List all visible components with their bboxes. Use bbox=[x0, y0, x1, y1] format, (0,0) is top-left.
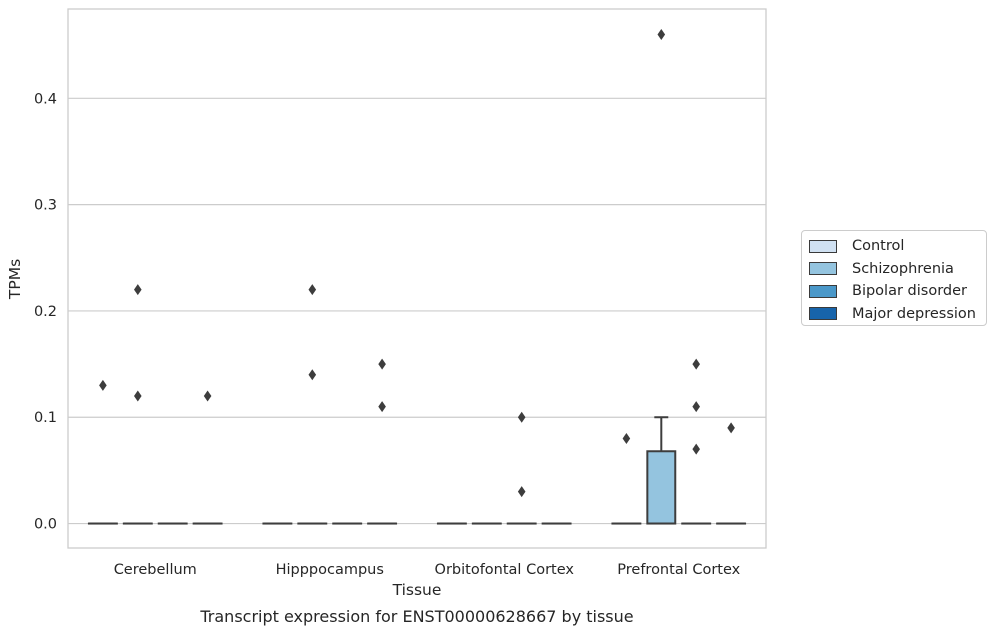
x-tick-label: Cerebellum bbox=[114, 562, 197, 578]
outlier-point bbox=[517, 411, 526, 423]
y-tick-label: 0.4 bbox=[34, 91, 57, 107]
plot-frame bbox=[67, 8, 767, 549]
y-tick-label: 0.2 bbox=[34, 304, 57, 320]
outlier-point bbox=[692, 443, 700, 455]
legend-swatch-control bbox=[809, 239, 837, 253]
outlier-point bbox=[692, 401, 700, 413]
outliers bbox=[99, 29, 735, 498]
outlier-point bbox=[517, 486, 526, 498]
boxes bbox=[87, 416, 747, 525]
x-tick-label: Prefrontal Cortex bbox=[617, 562, 740, 578]
outlier-point bbox=[692, 358, 700, 370]
outlier-point bbox=[378, 401, 386, 413]
outlier-point bbox=[203, 390, 212, 402]
legend-item-bipolar-disorder: Bipolar disorder bbox=[809, 280, 986, 303]
legend-swatch-bipolar-disorder bbox=[809, 284, 837, 298]
legend-item-major-depression: Major depression bbox=[809, 303, 986, 326]
y-tick-label: 0.0 bbox=[34, 517, 57, 533]
y-tick-label: 0.3 bbox=[34, 198, 57, 214]
legend: Control Schizophrenia Bipolar disorder M… bbox=[801, 230, 987, 326]
legend-swatch-schizophrenia bbox=[809, 262, 837, 276]
outlier-point bbox=[308, 284, 317, 296]
legend-item-schizophrenia: Schizophrenia bbox=[809, 258, 986, 281]
outlier-point bbox=[99, 379, 107, 391]
x-tick-label: Orbitofontal Cortex bbox=[435, 562, 575, 578]
outlier-point bbox=[134, 284, 142, 296]
legend-swatch-major-depression bbox=[809, 307, 837, 321]
y-axis-label: TPMs bbox=[6, 259, 24, 300]
box bbox=[646, 450, 677, 525]
outlier-point bbox=[378, 358, 386, 370]
x-axis-label: Tissue bbox=[392, 581, 442, 599]
legend-item-control: Control bbox=[809, 235, 986, 258]
x-tick-label: Hipppocampus bbox=[276, 562, 384, 578]
y-tick-label: 0.1 bbox=[34, 410, 57, 426]
legend-label-bipolar-disorder: Bipolar disorder bbox=[852, 283, 967, 300]
legend-label-control: Control bbox=[852, 238, 905, 255]
legend-label-major-depression: Major depression bbox=[852, 305, 976, 322]
outlier-point bbox=[657, 29, 666, 41]
outlier-point bbox=[308, 369, 317, 381]
x-tick-labels: Cerebellum Hipppocampus Orbitofontal Corte… bbox=[114, 562, 741, 578]
legend-label-schizophrenia: Schizophrenia bbox=[852, 260, 954, 277]
outlier-point bbox=[727, 422, 735, 434]
outlier-point bbox=[134, 390, 142, 402]
outlier-point bbox=[622, 432, 631, 444]
chart-caption: Transcript expression for ENST0000062866… bbox=[199, 607, 633, 626]
y-tick-labels: 0.0 0.1 0.2 0.3 0.4 bbox=[34, 91, 57, 532]
